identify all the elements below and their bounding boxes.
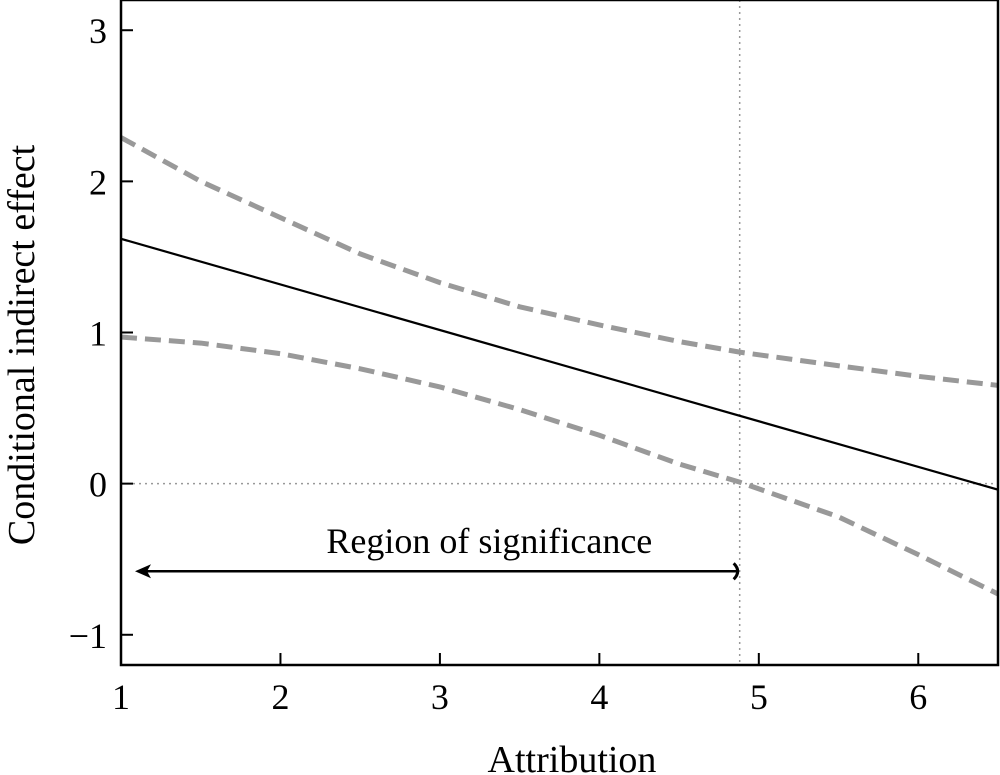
x-tick-label: 4 (590, 677, 608, 717)
y-tick-label: 3 (89, 11, 107, 51)
x-tick-label: 3 (431, 677, 449, 717)
axis-ticks: 1 2 3 4 5 6 −1 0 1 2 3 (69, 11, 928, 717)
plot-frame (119, 0, 1000, 667)
annotation-layer: Region of significance (135, 521, 740, 581)
y-axis-title: Conditional indirect effect (1, 144, 43, 545)
region-of-significance-label: Region of significance (326, 521, 652, 561)
region-arrow-head (135, 564, 151, 579)
series-layer (121, 135, 998, 597)
y-tick-label: 2 (89, 162, 107, 202)
y-tick-label: 0 (89, 465, 107, 505)
y-tick-label: 1 (89, 314, 107, 354)
reference-lines (121, 0, 998, 665)
x-tick-label: 5 (750, 677, 768, 717)
x-tick-label: 6 (909, 677, 927, 717)
x-tick-label: 2 (271, 677, 289, 717)
y-tick-label: −1 (69, 616, 107, 656)
upper-ci-line (121, 135, 998, 388)
x-tick-label: 1 (112, 677, 130, 717)
x-axis-title: Attribution (488, 739, 657, 775)
lower-ci-line (121, 334, 998, 597)
region-arrow-end-cap (732, 562, 740, 581)
estimate-line (121, 237, 998, 491)
